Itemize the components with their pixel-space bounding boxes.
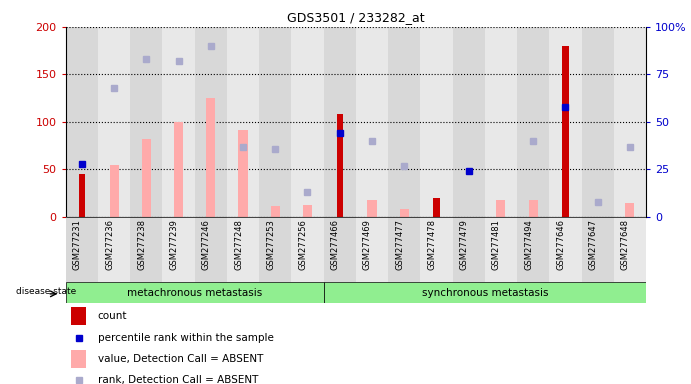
- Text: rank, Detection Call = ABSENT: rank, Detection Call = ABSENT: [97, 375, 258, 384]
- Text: GSM277469: GSM277469: [363, 219, 372, 270]
- Bar: [71, 307, 86, 325]
- Bar: [388, 217, 420, 282]
- Bar: [485, 217, 517, 282]
- Bar: [356, 217, 388, 282]
- Bar: [174, 122, 183, 217]
- Bar: [206, 98, 216, 217]
- Bar: [582, 27, 614, 217]
- Text: GSM277246: GSM277246: [202, 219, 211, 270]
- Bar: [453, 27, 485, 217]
- Bar: [399, 209, 409, 217]
- Bar: [271, 205, 280, 217]
- Bar: [303, 205, 312, 217]
- Bar: [453, 217, 485, 282]
- Text: GSM277253: GSM277253: [266, 219, 275, 270]
- Text: percentile rank within the sample: percentile rank within the sample: [97, 333, 274, 343]
- Text: synchronous metastasis: synchronous metastasis: [422, 288, 548, 298]
- Text: count: count: [97, 311, 127, 321]
- Bar: [496, 200, 506, 217]
- Text: GSM277231: GSM277231: [73, 219, 82, 270]
- Title: GDS3501 / 233282_at: GDS3501 / 233282_at: [287, 11, 425, 24]
- Bar: [227, 217, 259, 282]
- Text: GSM277248: GSM277248: [234, 219, 243, 270]
- Bar: [195, 27, 227, 217]
- Bar: [292, 217, 323, 282]
- Bar: [529, 200, 538, 217]
- Bar: [323, 282, 646, 303]
- Bar: [517, 217, 549, 282]
- Bar: [162, 27, 195, 217]
- Text: GSM277239: GSM277239: [169, 219, 178, 270]
- Bar: [66, 217, 98, 282]
- Text: GSM277648: GSM277648: [621, 219, 630, 270]
- Text: metachronous metastasis: metachronous metastasis: [127, 288, 263, 298]
- Bar: [130, 27, 162, 217]
- Bar: [292, 27, 323, 217]
- Bar: [614, 217, 646, 282]
- Text: GSM277647: GSM277647: [589, 219, 598, 270]
- Bar: [323, 27, 356, 217]
- Text: GSM277481: GSM277481: [492, 219, 501, 270]
- Bar: [109, 165, 119, 217]
- Bar: [368, 200, 377, 217]
- Bar: [195, 217, 227, 282]
- Bar: [98, 217, 130, 282]
- Bar: [66, 27, 98, 217]
- Bar: [98, 27, 130, 217]
- Bar: [420, 217, 453, 282]
- Bar: [517, 27, 549, 217]
- Bar: [485, 27, 517, 217]
- Text: GSM277466: GSM277466: [331, 219, 340, 270]
- Text: GSM277478: GSM277478: [428, 219, 437, 270]
- Bar: [356, 27, 388, 217]
- Text: value, Detection Call = ABSENT: value, Detection Call = ABSENT: [97, 354, 263, 364]
- Bar: [142, 139, 151, 217]
- Text: disease state: disease state: [17, 287, 77, 296]
- Bar: [562, 46, 569, 217]
- Bar: [227, 27, 259, 217]
- Bar: [259, 27, 292, 217]
- Text: GSM277236: GSM277236: [105, 219, 114, 270]
- Bar: [79, 174, 85, 217]
- Bar: [130, 217, 162, 282]
- Bar: [259, 217, 292, 282]
- Bar: [323, 217, 356, 282]
- Bar: [71, 350, 86, 368]
- Text: GSM277479: GSM277479: [460, 219, 468, 270]
- Bar: [66, 282, 323, 303]
- Bar: [388, 27, 420, 217]
- Bar: [162, 217, 195, 282]
- Text: GSM277238: GSM277238: [138, 219, 146, 270]
- Bar: [337, 114, 343, 217]
- Bar: [625, 203, 634, 217]
- Bar: [238, 129, 247, 217]
- Bar: [582, 217, 614, 282]
- Text: GSM277256: GSM277256: [299, 219, 307, 270]
- Text: GSM277477: GSM277477: [395, 219, 404, 270]
- Bar: [433, 198, 439, 217]
- Bar: [420, 27, 453, 217]
- Bar: [549, 217, 582, 282]
- Bar: [614, 27, 646, 217]
- Bar: [549, 27, 582, 217]
- Text: GSM277494: GSM277494: [524, 219, 533, 270]
- Text: GSM277646: GSM277646: [556, 219, 565, 270]
